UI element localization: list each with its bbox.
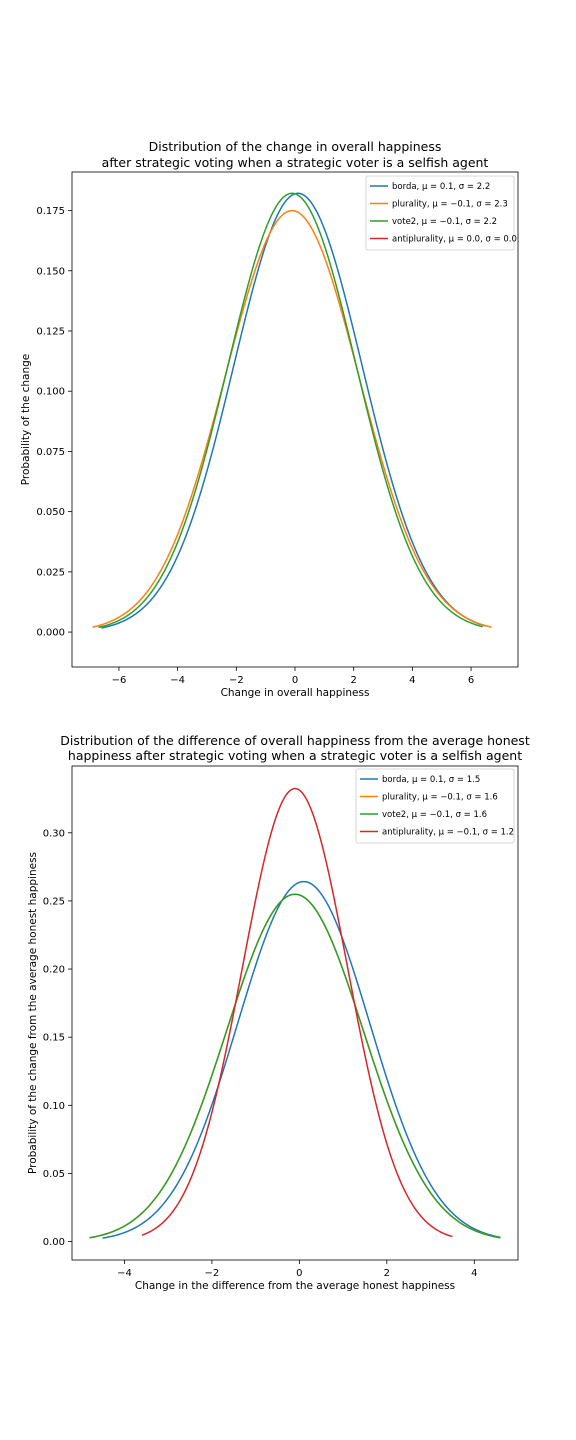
x-axis-label: Change in the difference from the averag…: [135, 1280, 455, 1292]
y-tick-label: 0.125: [36, 326, 65, 337]
series-line-1: [102, 880, 501, 1239]
y-tick-label: 0.025: [36, 567, 65, 578]
x-tick-label: 6: [468, 675, 474, 686]
series-line-3: [98, 192, 483, 629]
x-tick-label: 4: [471, 1268, 477, 1279]
legend-entry: antiplurality, μ = −0.1, σ = 1.2: [382, 828, 514, 838]
series-line-3: [89, 893, 501, 1239]
x-tick-label: 4: [409, 675, 415, 686]
chart-subtitle: after strategic voting when a strategic …: [102, 155, 489, 170]
legend-box: [365, 175, 515, 251]
y-tick-label: 0.00: [43, 1237, 65, 1248]
chart-title: Distribution of the change in overall ha…: [149, 139, 442, 154]
chart-2: Distribution of the difference of overal…: [27, 733, 530, 1292]
y-tick-label: 0.175: [36, 206, 65, 217]
y-axis-label: Probability of the change from the avera…: [27, 852, 39, 1174]
x-tick-label: −4: [117, 1268, 132, 1279]
y-tick-label: 0.000: [36, 628, 65, 639]
chart-title: Distribution of the difference of overal…: [60, 733, 530, 748]
y-tick-label: 0.075: [36, 447, 65, 458]
legend: borda, μ = 0.1, σ = 2.2 plurality, μ = −0…: [365, 175, 517, 251]
legend-entry: borda, μ = 0.1, σ = 1.5: [382, 775, 480, 785]
y-tick-label: 0.30: [43, 828, 65, 839]
legend: borda, μ = 0.1, σ = 1.5 plurality, μ = −0…: [355, 768, 515, 844]
x-tick-label: 0: [292, 675, 298, 686]
y-axis-label: Probability of the change: [20, 354, 32, 486]
x-tick-label: 0: [296, 1268, 302, 1279]
x-tick-label: −2: [229, 675, 244, 686]
y-tick-label: 0.20: [43, 965, 65, 976]
legend-entry: plurality, μ = −0.1, σ = 2.3: [392, 200, 508, 210]
y-tick-label: 0.05: [43, 1169, 65, 1180]
x-axis-label: Change in overall happiness: [221, 687, 370, 699]
legend-entry: plurality, μ = −0.1, σ = 1.6: [382, 793, 498, 803]
legend-entry: borda, μ = 0.1, σ = 2.2: [392, 182, 490, 192]
x-tick-label: −6: [112, 675, 127, 686]
x-tick-label: −4: [170, 675, 185, 686]
plot-frame: [71, 765, 519, 1261]
legend-entry: vote2, μ = −0.1, σ = 1.6: [382, 810, 487, 820]
series-line-2: [92, 209, 492, 628]
legend-entry: antiplurality, μ = 0.0, σ = 0.0: [392, 235, 517, 245]
y-tick-label: 0.050: [36, 507, 65, 518]
y-tick-label: 0.150: [36, 266, 65, 277]
x-tick-label: −2: [205, 1268, 220, 1279]
chart-1: Distribution of the change in overall ha…: [20, 139, 519, 699]
y-tick-label: 0.10: [43, 1101, 65, 1112]
legend-box: [355, 768, 515, 844]
series-line-4: [141, 787, 453, 1238]
y-tick-label: 0.15: [43, 1033, 65, 1044]
y-tick-label: 0.100: [36, 387, 65, 398]
series-line-1: [101, 192, 486, 629]
x-tick-label: 2: [350, 675, 356, 686]
x-tick-label: 2: [384, 1268, 390, 1279]
chart-subtitle: happiness after strategic voting when a …: [68, 748, 522, 763]
y-tick-label: 0.25: [43, 896, 65, 907]
legend-entry: vote2, μ = −0.1, σ = 2.2: [392, 217, 497, 227]
